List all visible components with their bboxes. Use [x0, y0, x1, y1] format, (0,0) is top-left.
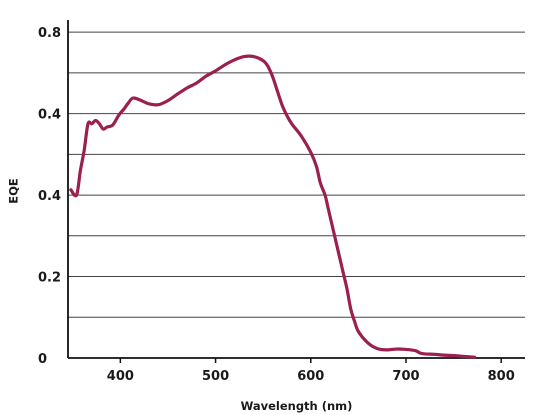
x-tick-label: 700 [392, 369, 419, 384]
y-tick-label: 0.4 [38, 108, 61, 123]
x-tick-label: 400 [107, 369, 134, 384]
y-tick-label: 0.4 [38, 189, 61, 204]
y-tick-label: 0.8 [38, 26, 61, 41]
x-ticks: 400 500 600 700 800 [107, 358, 515, 384]
grid-lines [68, 31, 525, 318]
x-axis-title: Wavelength (nm) [241, 399, 353, 413]
y-tick-label: 0 [38, 352, 47, 367]
x-tick-label: 800 [488, 369, 515, 384]
series-layer [69, 54, 477, 359]
y-axis-title: EQE [7, 178, 21, 204]
eqe-series-line [69, 54, 477, 359]
x-tick-label: 600 [297, 369, 324, 384]
y-ticks: 0 0.2 0.4 0.4 0.8 [38, 26, 61, 367]
x-tick-label: 500 [202, 369, 229, 384]
axes [67, 20, 525, 359]
y-tick-label: 0.2 [38, 271, 61, 286]
